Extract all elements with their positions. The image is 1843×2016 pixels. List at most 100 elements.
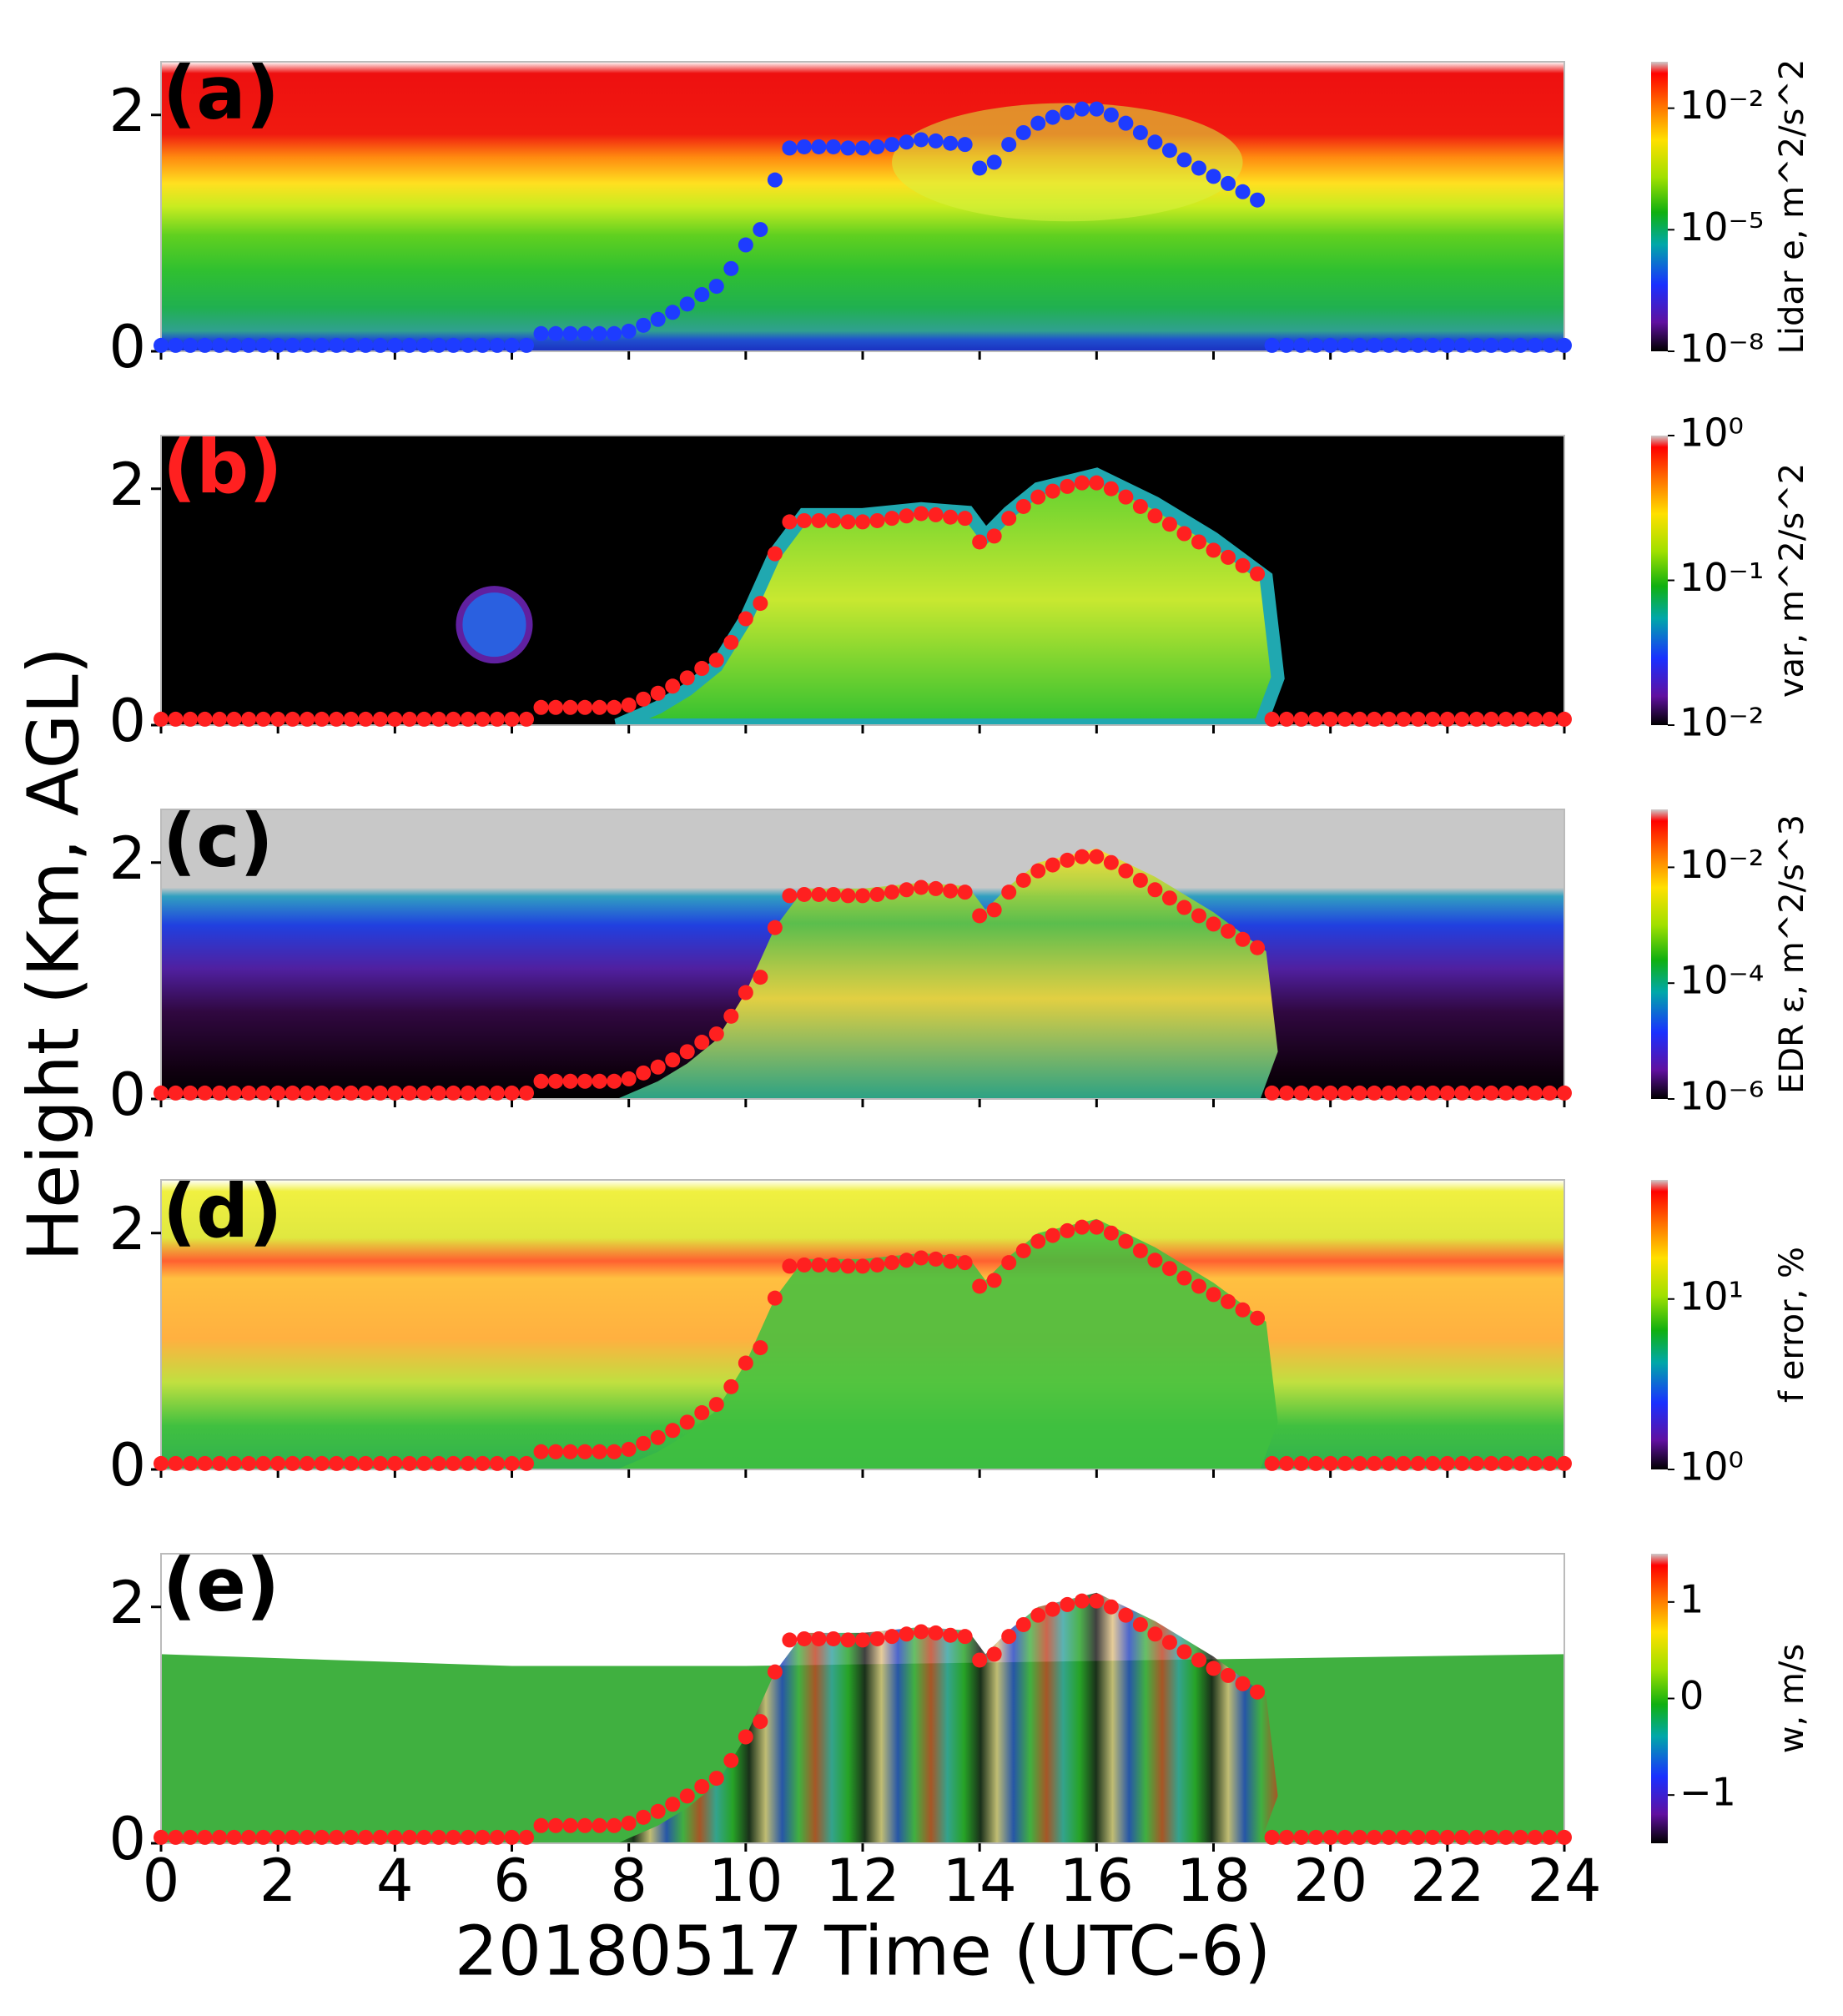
pbl-point [1279, 711, 1295, 727]
pbl-point [519, 1829, 535, 1845]
heatmap-field [161, 62, 1564, 351]
pbl-point [928, 133, 944, 149]
pbl-point [855, 1258, 870, 1274]
pbl-point [1454, 1085, 1470, 1101]
pbl-point [358, 1085, 374, 1101]
pbl-point [1060, 1596, 1075, 1612]
pbl-point [753, 1340, 768, 1356]
pbl-point [1147, 508, 1163, 524]
pbl-point [986, 902, 1002, 918]
pbl-point [1483, 711, 1499, 727]
pbl-point [1045, 1601, 1060, 1617]
pbl-point [431, 1455, 446, 1471]
pbl-point [504, 1829, 520, 1845]
pbl-point [489, 337, 505, 353]
pbl-point [285, 337, 300, 353]
pbl-point [270, 711, 286, 727]
pbl-point [1030, 115, 1046, 131]
pbl-point [387, 1829, 403, 1845]
pbl-point [943, 509, 959, 525]
y-tick-label: 2 [108, 1195, 146, 1263]
pbl-point [1498, 1455, 1513, 1471]
pbl-point [869, 1630, 885, 1646]
pbl-point [928, 1251, 944, 1267]
pbl-point [1425, 1829, 1441, 1845]
pbl-point [1439, 1455, 1455, 1471]
pbl-point [957, 885, 973, 900]
pbl-point [1191, 1278, 1206, 1294]
pbl-point [343, 711, 359, 727]
pbl-point [183, 1829, 199, 1845]
pbl-point [358, 711, 374, 727]
pbl-point [475, 1085, 491, 1101]
heatmap-region [617, 1592, 1278, 1843]
pbl-point [679, 670, 695, 686]
pbl-point [1235, 557, 1251, 573]
pbl-point [1015, 498, 1031, 514]
pbl-point [855, 1632, 870, 1648]
pbl-point [811, 139, 827, 154]
pbl-point [928, 1625, 944, 1641]
pbl-point [1367, 711, 1382, 727]
pbl-point [708, 1771, 724, 1787]
pbl-point [1147, 882, 1163, 898]
pbl-point [562, 699, 578, 715]
pbl-point [446, 1829, 461, 1845]
pbl-point [300, 337, 315, 353]
x-tick-label: 6 [493, 1847, 531, 1915]
pbl-point [1425, 1455, 1441, 1471]
panel: 0 2 (a) 10⁻⁸ 10⁻⁵ 10⁻² Lidar e, m^2/s^2 [108, 50, 1811, 381]
x-tick-label: 12 [825, 1847, 899, 1915]
pbl-point [401, 1455, 417, 1471]
pbl-point [650, 1059, 666, 1075]
pbl-point [270, 1085, 286, 1101]
pbl-point [855, 888, 870, 904]
x-tick-label: 18 [1176, 1847, 1251, 1915]
pbl-point [1527, 1455, 1543, 1471]
pbl-point [577, 699, 593, 715]
pbl-point [825, 1630, 841, 1646]
pbl-point [489, 1829, 505, 1845]
x-tick-label: 2 [259, 1847, 297, 1915]
pbl-point [782, 888, 798, 904]
pbl-point [1352, 1455, 1367, 1471]
pbl-point [329, 1829, 345, 1845]
pbl-point [1250, 566, 1266, 582]
pbl-point [738, 237, 753, 253]
pbl-point [957, 1629, 973, 1645]
pbl-point [226, 337, 242, 353]
pbl-point [957, 137, 973, 153]
pbl-point [1089, 475, 1105, 491]
pbl-point [460, 337, 476, 353]
colorbar [1651, 809, 1668, 1099]
pbl-point [811, 886, 827, 902]
heatmap-region [617, 1218, 1278, 1469]
pbl-point [1542, 1455, 1558, 1471]
pbl-point [183, 337, 199, 353]
pbl-point [1425, 1085, 1441, 1101]
pbl-point [869, 139, 885, 154]
pbl-point [241, 1085, 257, 1101]
y-tick-label: 0 [108, 687, 146, 755]
pbl-point [1308, 711, 1324, 727]
pbl-point [504, 711, 520, 727]
pbl-point [241, 1829, 257, 1845]
pbl-point [168, 1455, 184, 1471]
heatmap-region [456, 586, 533, 664]
pbl-point [1293, 1829, 1309, 1845]
pbl-point [1454, 711, 1470, 727]
pbl-point [811, 512, 827, 528]
pbl-point [694, 287, 710, 303]
pbl-point [1381, 1085, 1397, 1101]
pbl-point [1352, 1085, 1367, 1101]
pbl-point [723, 1378, 739, 1394]
pbl-point [300, 1085, 315, 1101]
pbl-point [592, 325, 607, 341]
pbl-point [314, 1829, 330, 1845]
pbl-point [1483, 337, 1499, 353]
pbl-point [1352, 1829, 1367, 1845]
pbl-point [431, 1085, 446, 1101]
pbl-point [884, 1255, 900, 1271]
pbl-point [431, 711, 446, 727]
pbl-point [825, 1257, 841, 1273]
